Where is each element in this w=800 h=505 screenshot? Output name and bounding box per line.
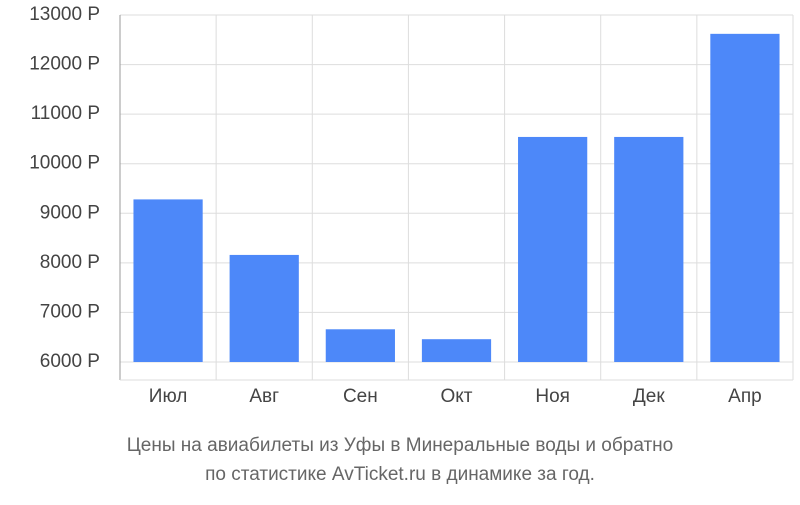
caption-line: по статистике AvTicket.ru в динамике за … <box>205 464 595 485</box>
x-tick-label: Авг <box>249 386 279 407</box>
bar <box>421 339 492 362</box>
y-tick-label: 12000 Р <box>29 54 100 75</box>
x-tick-label: Апр <box>728 386 762 407</box>
caption-line: Цены на авиабилеты из Уфы в Минеральные … <box>127 435 673 456</box>
x-tick-label: Сен <box>343 386 378 407</box>
y-tick-label: 10000 Р <box>29 153 100 174</box>
y-tick-label: 13000 Р <box>29 4 100 25</box>
x-tick-label: Ноя <box>535 386 570 407</box>
y-tick-label: 8000 Р <box>40 252 100 273</box>
x-tick-label: Дек <box>633 386 665 407</box>
bar <box>325 329 395 362</box>
bar <box>133 199 203 362</box>
y-tick-label: 7000 Р <box>40 301 100 322</box>
bar <box>229 254 299 362</box>
bar <box>518 136 588 362</box>
y-tick-label: 6000 Р <box>40 351 100 372</box>
x-tick-label: Июл <box>149 386 188 407</box>
bar <box>710 33 780 362</box>
y-tick-label: 11000 Р <box>31 103 100 124</box>
bar <box>614 136 684 362</box>
x-tick-label: Окт <box>440 386 472 407</box>
y-tick-label: 9000 Р <box>40 202 100 223</box>
